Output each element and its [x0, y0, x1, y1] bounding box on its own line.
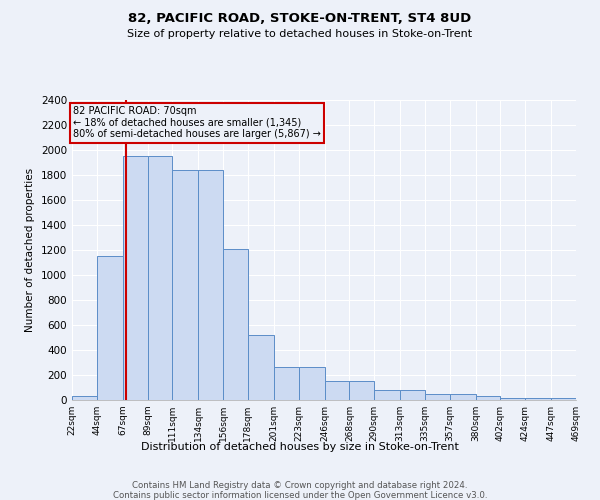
- Text: Contains HM Land Registry data © Crown copyright and database right 2024.: Contains HM Land Registry data © Crown c…: [132, 481, 468, 490]
- Bar: [223, 248, 248, 400]
- Bar: [299, 367, 325, 400]
- Bar: [525, 398, 551, 400]
- Bar: [274, 367, 299, 400]
- Bar: [72, 396, 97, 400]
- Text: Size of property relative to detached houses in Stoke-on-Trent: Size of property relative to detached ho…: [127, 29, 473, 39]
- Bar: [198, 170, 223, 400]
- Bar: [248, 335, 274, 400]
- Bar: [476, 396, 500, 400]
- Text: 82 PACIFIC ROAD: 70sqm
← 18% of detached houses are smaller (1,345)
80% of semi-: 82 PACIFIC ROAD: 70sqm ← 18% of detached…: [73, 106, 321, 140]
- Text: Contains public sector information licensed under the Open Government Licence v3: Contains public sector information licen…: [113, 491, 487, 500]
- Bar: [97, 256, 123, 400]
- Bar: [450, 394, 476, 400]
- Text: 82, PACIFIC ROAD, STOKE-ON-TRENT, ST4 8UD: 82, PACIFIC ROAD, STOKE-ON-TRENT, ST4 8U…: [128, 12, 472, 26]
- Bar: [123, 156, 148, 400]
- Bar: [500, 398, 525, 400]
- Bar: [374, 390, 400, 400]
- Bar: [551, 398, 576, 400]
- Text: Distribution of detached houses by size in Stoke-on-Trent: Distribution of detached houses by size …: [141, 442, 459, 452]
- Bar: [148, 156, 172, 400]
- Bar: [400, 390, 425, 400]
- Bar: [325, 380, 349, 400]
- Bar: [349, 380, 374, 400]
- Bar: [172, 170, 198, 400]
- Y-axis label: Number of detached properties: Number of detached properties: [25, 168, 35, 332]
- Bar: [425, 394, 450, 400]
